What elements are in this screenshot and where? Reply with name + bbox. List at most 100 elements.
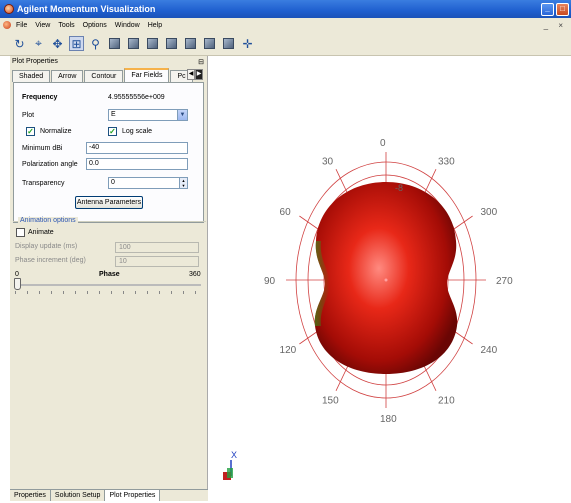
normalize-checkbox[interactable]: ✓ — [26, 127, 35, 136]
far-field-plot: 0 30 60 90 120 150 180 210 240 270 300 330 -8 X — [223, 138, 513, 480]
polar-angle-label: 300 — [480, 207, 497, 218]
phase-label: Phase — [99, 271, 120, 278]
viewport-3d[interactable]: 0 30 60 90 120 150 180 210 240 270 300 330 -8 X — [209, 56, 571, 501]
animate-label: Animate — [28, 229, 54, 236]
min-dbi-input[interactable]: -40 — [86, 142, 188, 154]
phase-increment-input[interactable]: 10 — [115, 256, 199, 267]
rotate-icon[interactable]: ↻ — [14, 36, 25, 51]
polar-angle-label: 240 — [480, 345, 497, 356]
transparency-label: Transparency — [22, 180, 65, 187]
cube-view-7-icon[interactable] — [221, 36, 236, 51]
normalize-label: Normalize — [40, 128, 72, 135]
axis-x-label: X — [231, 450, 237, 460]
transparency-value: 0 — [111, 179, 115, 186]
tab-arrow[interactable]: Arrow — [51, 70, 84, 82]
phase-slider-thumb[interactable] — [14, 278, 21, 290]
radial-label: -8 — [395, 183, 403, 193]
polar-angle-label: 60 — [280, 207, 292, 218]
minimize-button[interactable]: _ — [541, 2, 554, 16]
cube-view-1-icon[interactable] — [107, 36, 122, 51]
radiation-lobe — [314, 182, 458, 374]
phase-increment-label: Phase increment (deg) — [15, 257, 86, 264]
logscale-label: Log scale — [122, 128, 152, 135]
cube-view-3-icon[interactable] — [145, 36, 160, 51]
tab-scroll-left-icon[interactable]: ◀ — [187, 69, 195, 80]
lobe-edge-highlight — [314, 241, 330, 326]
transparency-spinner[interactable]: 0 ▲ ▼ — [108, 177, 188, 189]
min-dbi-label: Minimum dBi — [22, 145, 63, 152]
logscale-checkbox[interactable]: ✓ — [108, 127, 117, 136]
plot-select-value: E — [111, 111, 116, 118]
mdi-controls[interactable]: _ × — [543, 20, 567, 30]
property-tabs: Shaded Arrow Contour Far Fields Pc ◀ ▶ — [10, 67, 207, 82]
menu-help[interactable]: Help — [147, 21, 163, 29]
polar-angle-label: 330 — [438, 156, 455, 167]
polar-angle-label: 90 — [264, 276, 276, 287]
menu-view[interactable]: View — [35, 21, 51, 29]
bottom-tab-plot-properties[interactable]: Plot Properties — [105, 490, 161, 501]
polar-angle-label: 30 — [322, 156, 334, 167]
menu-options[interactable]: Options — [82, 21, 107, 29]
menu-file[interactable]: File — [16, 21, 28, 29]
origin-dot — [384, 278, 388, 282]
spinner-arrows-icon[interactable]: ▲ ▼ — [179, 178, 187, 188]
tab-scroll: ◀ ▶ — [187, 69, 203, 80]
antenna-parameters-button[interactable]: Antenna Parameters — [75, 196, 143, 209]
plot-properties-panel: Plot Properties ⊟ Shaded Arrow Contour F… — [10, 56, 208, 501]
window-title: Agilent Momentum Visualization — [17, 4, 156, 14]
menu-bar: File View Tools Options Window Help _ × — [0, 18, 571, 32]
chevron-down-icon[interactable]: ▼ — [177, 110, 187, 120]
polar-angle-label: 0 — [380, 138, 386, 149]
polar-angle-label: 150 — [322, 396, 339, 407]
plot-select[interactable]: E ▼ — [108, 109, 188, 121]
zoom-box-icon[interactable]: ⊞ — [69, 36, 84, 51]
animation-options: Animation options Animate Display update… — [13, 217, 206, 299]
document-icon[interactable] — [3, 21, 11, 29]
panel-title: Plot Properties — [12, 58, 58, 65]
display-update-label: Display update (ms) — [15, 243, 78, 250]
polar-angle-label: 180 — [380, 414, 397, 425]
tab-contour[interactable]: Contour — [84, 70, 124, 82]
display-update-input[interactable]: 100 — [115, 242, 199, 253]
cube-view-4-icon[interactable] — [164, 36, 179, 51]
title-bar: Agilent Momentum Visualization _ □ — [0, 0, 571, 18]
app-icon — [4, 4, 14, 14]
tab-scroll-right-icon[interactable]: ▶ — [195, 69, 203, 80]
polar-angle-labels: 0 30 60 90 120 150 180 210 240 270 300 330 — [264, 138, 513, 425]
toolbar: ↻ ⌖ ✥ ⊞ ⚲ ✛ — [0, 32, 571, 56]
bottom-tabs: Properties Solution Setup Plot Propertie… — [10, 489, 208, 501]
frequency-value: 4.95555556e+009 — [108, 94, 165, 101]
far-fields-properties: Frequency 4.95555556e+009 Plot E ▼ ✓ Nor… — [13, 82, 204, 223]
tab-far-fields[interactable]: Far Fields — [124, 68, 170, 82]
panel-header: Plot Properties ⊟ — [10, 56, 207, 67]
pol-angle-label: Polarization angle — [22, 161, 78, 168]
pin-icon[interactable]: ⊟ — [198, 58, 204, 66]
pol-angle-input[interactable]: 0.0 — [86, 158, 188, 170]
select-icon[interactable]: ⌖ — [35, 36, 42, 50]
maximize-button[interactable]: □ — [556, 2, 569, 16]
polar-angle-label: 120 — [280, 345, 297, 356]
plot-label: Plot — [22, 112, 35, 119]
pan-icon[interactable]: ✥ — [52, 36, 63, 51]
tab-shaded[interactable]: Shaded — [12, 70, 51, 82]
animate-checkbox[interactable] — [16, 228, 25, 237]
polar-angle-label: 270 — [496, 276, 513, 287]
frequency-label: Frequency — [22, 94, 58, 101]
zoom-icon[interactable]: ⚲ — [91, 36, 100, 51]
cube-view-5-icon[interactable] — [183, 36, 198, 51]
cube-view-6-icon[interactable] — [202, 36, 217, 51]
polar-angle-label: 210 — [438, 396, 455, 407]
phase-max-label: 360 — [189, 271, 201, 278]
phase-slider-ticks — [15, 291, 201, 294]
animation-frame — [13, 221, 206, 299]
menu-tools[interactable]: Tools — [58, 21, 75, 29]
phase-slider-track[interactable] — [15, 284, 201, 286]
axis-triad: X — [223, 450, 237, 480]
axis-icon[interactable]: ✛ — [242, 36, 253, 51]
bottom-tab-solution-setup[interactable]: Solution Setup — [51, 490, 106, 501]
menu-window[interactable]: Window — [114, 21, 140, 29]
cube-view-2-icon[interactable] — [126, 36, 141, 51]
animation-legend: Animation options — [18, 217, 78, 224]
bottom-tab-properties[interactable]: Properties — [10, 490, 51, 501]
phase-min-label: 0 — [15, 271, 19, 278]
